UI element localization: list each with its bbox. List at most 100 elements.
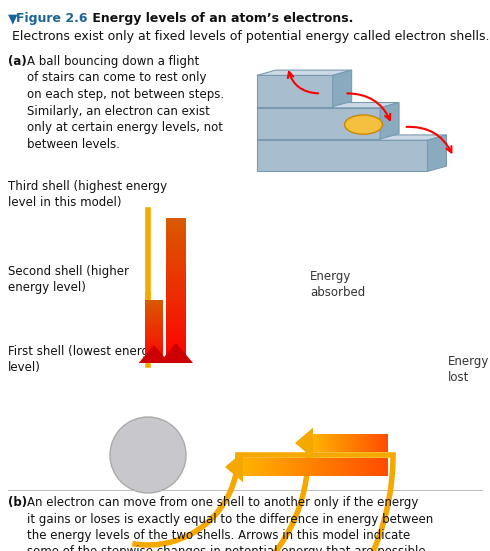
Bar (166, 353, 186, 356)
Bar (145, 329, 163, 331)
Bar (145, 339, 163, 340)
Bar (145, 307, 163, 309)
Text: A ball bouncing down a flight
of stairs can come to rest only
on each step, not : A ball bouncing down a flight of stairs … (27, 55, 224, 150)
Bar (145, 302, 163, 303)
Bar (166, 329, 186, 332)
Bar (317, 434, 318, 452)
Bar (145, 301, 163, 302)
Bar (166, 315, 186, 317)
Bar (145, 334, 163, 336)
Bar (313, 458, 316, 476)
Bar (145, 332, 163, 333)
Bar (145, 316, 163, 317)
Bar (342, 458, 344, 476)
Bar (145, 355, 163, 356)
Bar (145, 314, 163, 315)
Bar (359, 434, 361, 452)
Bar (384, 434, 386, 452)
Bar (262, 458, 265, 476)
Bar (366, 458, 368, 476)
Bar (166, 233, 186, 235)
Bar (145, 358, 163, 359)
Bar (145, 336, 163, 337)
Bar (378, 434, 379, 452)
Bar (375, 434, 377, 452)
Bar (166, 237, 186, 240)
Bar (387, 434, 388, 452)
Bar (145, 349, 163, 350)
Bar (386, 434, 387, 452)
Bar (267, 458, 270, 476)
Bar (245, 458, 248, 476)
Bar (166, 262, 186, 264)
Bar (145, 360, 163, 361)
Circle shape (110, 417, 186, 493)
Bar (342, 434, 343, 452)
Bar (145, 321, 163, 322)
Bar (373, 458, 376, 476)
Bar (166, 307, 186, 310)
Bar (166, 250, 186, 252)
Bar (292, 458, 294, 476)
Bar (282, 458, 284, 476)
Bar (354, 434, 356, 452)
Bar (145, 304, 163, 305)
Bar (166, 341, 186, 344)
Bar (166, 322, 186, 325)
Bar (145, 306, 163, 307)
Bar (166, 290, 186, 293)
Bar (145, 326, 163, 327)
Bar (369, 434, 370, 452)
Bar (270, 458, 272, 476)
Bar (166, 360, 186, 363)
Bar (383, 434, 384, 452)
Polygon shape (427, 135, 446, 171)
Bar (166, 317, 186, 320)
Bar (301, 458, 303, 476)
Bar (359, 458, 362, 476)
Bar (318, 434, 319, 452)
Bar (362, 434, 363, 452)
Polygon shape (257, 70, 352, 75)
Bar (298, 458, 301, 476)
Bar (145, 320, 163, 321)
Bar (294, 458, 296, 476)
Bar (320, 434, 322, 452)
Bar (357, 458, 359, 476)
Bar (340, 458, 342, 476)
Text: An electron can move from one shell to another only if the energy
it gains or lo: An electron can move from one shell to a… (27, 496, 433, 551)
Bar (344, 434, 345, 452)
Polygon shape (257, 75, 333, 106)
Bar (260, 458, 262, 476)
Polygon shape (139, 345, 170, 363)
Bar (166, 293, 186, 295)
Bar (250, 458, 253, 476)
Bar (362, 458, 364, 476)
Bar (166, 218, 186, 220)
Bar (383, 458, 386, 476)
Bar (364, 458, 366, 476)
Bar (145, 318, 163, 319)
Bar (306, 458, 308, 476)
Polygon shape (380, 102, 399, 139)
Bar (145, 348, 163, 349)
Bar (145, 322, 163, 323)
Bar (145, 346, 163, 347)
Bar (145, 324, 163, 325)
Bar (328, 458, 330, 476)
Bar (328, 434, 329, 452)
Bar (343, 434, 344, 452)
Bar (166, 278, 186, 281)
Bar (323, 458, 325, 476)
Bar (265, 458, 267, 476)
Bar (166, 302, 186, 305)
Bar (145, 317, 163, 318)
Bar (279, 458, 282, 476)
Bar (334, 434, 336, 452)
Bar (145, 353, 163, 354)
Bar (145, 350, 163, 352)
Bar (166, 220, 186, 223)
Bar (277, 458, 279, 476)
Bar (347, 434, 348, 452)
Bar (166, 264, 186, 266)
